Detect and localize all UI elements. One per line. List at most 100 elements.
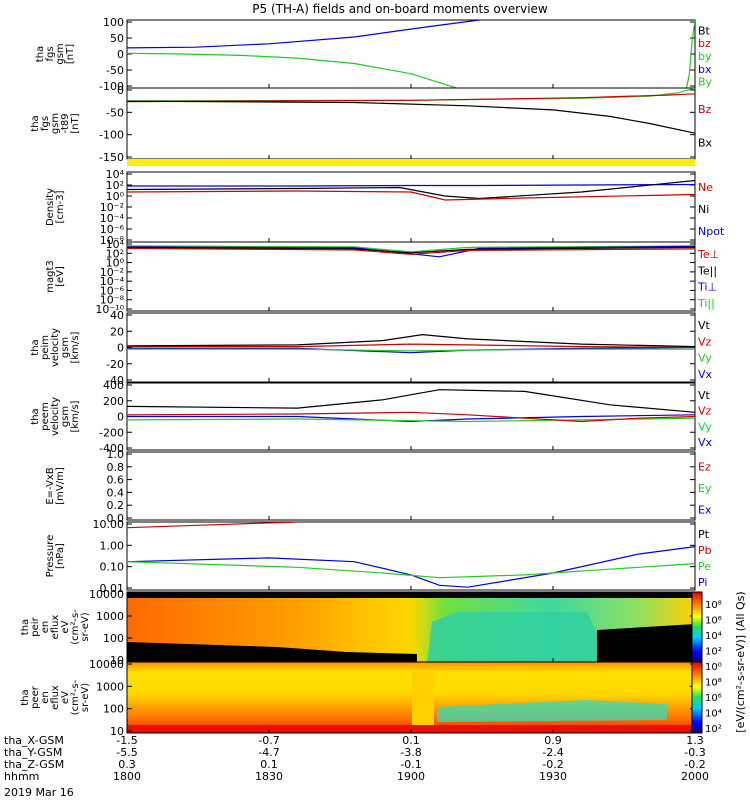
series-line-1 bbox=[127, 417, 695, 423]
y-tick-label: 1.00 bbox=[100, 539, 125, 552]
series-line-3 bbox=[127, 333, 695, 348]
y-tick-label: 10⁰ bbox=[106, 190, 125, 203]
y-tick-label: 200 bbox=[103, 395, 124, 408]
heatmap-background bbox=[127, 662, 695, 733]
colorbar-tick: 10⁸ bbox=[705, 678, 722, 689]
y-tick-label: 10⁻⁸ bbox=[100, 294, 125, 307]
y-tick-label: 10² bbox=[106, 247, 124, 260]
x-axis-value: 0.1 bbox=[260, 758, 278, 771]
colorbar-tick: 10⁶ bbox=[705, 616, 722, 627]
series-line-1 bbox=[127, 179, 695, 200]
y-tick-label: 0.10 bbox=[100, 561, 125, 574]
panel-peem-velocity: 400 200 0 -200 -400 tha peem velocity gsm [km/s] V… bbox=[30, 379, 713, 455]
y-axis-label: gsm bbox=[60, 337, 71, 358]
y-tick-label: 100 bbox=[103, 703, 124, 716]
legend-by: by bbox=[698, 50, 712, 63]
y-tick-label: -150 bbox=[99, 151, 124, 164]
y-tick-label: 10⁻² bbox=[100, 201, 124, 214]
series-group bbox=[127, 522, 695, 588]
x-axis-value: 1900 bbox=[397, 770, 425, 783]
y-axis-label: -t89 bbox=[60, 113, 71, 133]
y-tick-label: 1000 bbox=[96, 680, 124, 693]
heatmap-transition-band bbox=[412, 670, 434, 733]
y-axis-label: fgs bbox=[40, 116, 51, 131]
y-axis-label: (cm²-s- bbox=[70, 679, 81, 715]
series-group bbox=[127, 88, 695, 134]
y-axis-label: E=-VxB bbox=[45, 467, 56, 504]
y-tick-label: 40 bbox=[110, 309, 124, 322]
y-axis-label: tha bbox=[35, 46, 46, 62]
y-tick-label: 10² bbox=[106, 179, 124, 192]
series-line-2 bbox=[127, 190, 695, 201]
y-axis-label: (cm²-s- bbox=[70, 609, 81, 645]
y-tick-label: 0.6 bbox=[107, 474, 125, 487]
legend-Pb: Pb bbox=[698, 544, 712, 557]
date-label: 2019 Mar 16 bbox=[4, 786, 74, 799]
y-axis-label: eV bbox=[60, 620, 71, 633]
x-axis-value: -4.7 bbox=[258, 746, 279, 759]
heatmap-top-dark bbox=[127, 592, 695, 598]
series-line-3 bbox=[127, 247, 695, 255]
y-tick-label: 10000 bbox=[89, 588, 124, 601]
y-axis-label: [cm-3] bbox=[55, 190, 66, 223]
legend-Npot: Npot bbox=[698, 225, 725, 238]
x-axis-value: -2.4 bbox=[542, 746, 563, 759]
y-tick-label: 10⁻⁸ bbox=[100, 234, 125, 247]
colorbar-tick: 10² bbox=[705, 647, 722, 658]
series-group bbox=[127, 389, 695, 423]
series-group bbox=[127, 20, 695, 88]
panel-peer-en-eflux: 10000 1000 100 10 tha peer en eflux eV (cm²-s-sr-… bbox=[20, 658, 696, 738]
series-line-0 bbox=[127, 414, 695, 423]
panel-frame bbox=[126, 87, 696, 160]
y-tick-label: 10⁻² bbox=[100, 266, 124, 279]
y-axis-label: [nT] bbox=[70, 113, 81, 133]
panel-frame bbox=[126, 171, 696, 243]
series-line-1 bbox=[127, 245, 695, 258]
y-axis-label: [km/s] bbox=[70, 400, 81, 432]
y-axis-label: [nT] bbox=[65, 44, 76, 64]
y-axis-label: Density bbox=[45, 188, 56, 226]
y-tick-label: 10 bbox=[110, 725, 124, 738]
series-group bbox=[127, 333, 695, 354]
y-axis-label: gsm bbox=[55, 43, 66, 64]
x-axis-row-label: tha_Y-GSM bbox=[4, 746, 62, 759]
y-axis-label: eV bbox=[60, 691, 71, 704]
y-tick-label: 10⁻¹⁰ bbox=[95, 303, 124, 316]
y-tick-label: 0.01 bbox=[100, 582, 125, 595]
legend-Ti||: Ti|| bbox=[697, 297, 715, 310]
panel-peir-en-eflux: 10000 1000 100 10 tha peir en eflux eV (cm²-s-sr-… bbox=[20, 588, 696, 667]
legend-Bt: Bt bbox=[698, 24, 711, 37]
series-line-2 bbox=[685, 20, 695, 88]
legend-Ti⊥: Ti⊥ bbox=[697, 281, 717, 294]
colorbar-tick: 10⁸ bbox=[705, 600, 722, 611]
y-axis-label: tha bbox=[20, 619, 31, 635]
y-tick-label: -100 bbox=[99, 80, 124, 93]
y-tick-label: 1000 bbox=[96, 610, 124, 623]
x-axis-value: 0.3 bbox=[118, 758, 136, 771]
y-axis-label: tha bbox=[30, 339, 41, 355]
y-axis-label: peir bbox=[30, 616, 41, 636]
panel-frame bbox=[126, 451, 696, 521]
series-line-0 bbox=[127, 245, 695, 253]
y-tick-label: 1.0 bbox=[107, 448, 125, 461]
panel-peim-velocity: 40 20 0 -20 -40 tha peim velocity gsm [km/s] Vt Vz V… bbox=[30, 309, 713, 387]
series-line-0 bbox=[127, 20, 480, 49]
x-axis-value: -0.7 bbox=[258, 734, 279, 747]
y-axis-label: Pressure bbox=[45, 535, 56, 578]
x-axis-value: 1800 bbox=[113, 770, 141, 783]
x-axis-value: -0.2 bbox=[684, 758, 705, 771]
panel-pressure: 10.00 1.00 0.10 0.01 Pressure [nPa] Pt Pb Pe Pi bbox=[45, 518, 712, 595]
y-tick-label: 400 bbox=[103, 379, 124, 392]
colorbar-tick: 10² bbox=[705, 724, 722, 735]
y-axis-label: peem bbox=[40, 402, 51, 430]
colorbar-tick: 10⁴ bbox=[705, 709, 722, 720]
y-tick-label: -100 bbox=[99, 129, 124, 142]
panel-frame bbox=[126, 521, 696, 591]
legend-Pe: Pe bbox=[698, 560, 711, 573]
legend-Vy: Vy bbox=[698, 420, 712, 433]
legend-Vt: Vt bbox=[698, 389, 711, 402]
y-axis-label: tha bbox=[20, 689, 31, 705]
series-line-0 bbox=[127, 183, 695, 187]
